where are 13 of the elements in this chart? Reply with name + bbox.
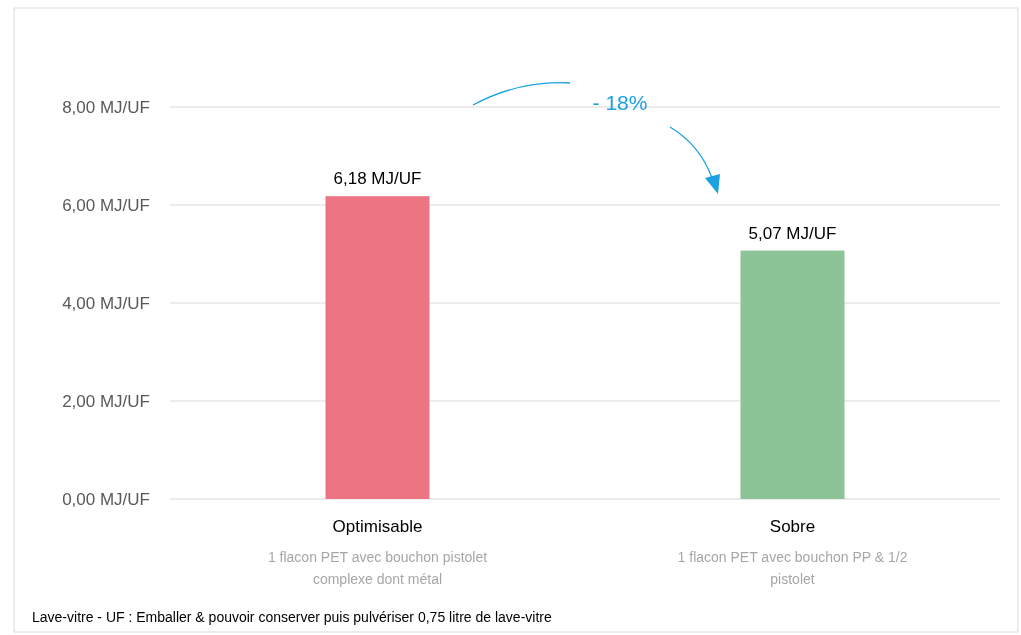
y-tick-label: 4,00 MJ/UF: [62, 293, 150, 313]
text: Lave-vitre - UF : Emballer & pouvoir conserver puis pulvériser 0,75 litre de lave-vitre: [32, 609, 552, 625]
y-tick-label: 2,00 MJ/UF: [62, 391, 150, 411]
x-tick-label: Optimisable: [332, 517, 423, 536]
y-tick-label: 0,00 MJ/UF: [62, 489, 150, 509]
y-tick-label: 8,00 MJ/UF: [62, 97, 150, 117]
x-tick-label: Sobre: [769, 517, 816, 536]
data-label: 6,18 MJ/UF: [333, 169, 422, 189]
y-tick-label: 6,00 MJ/UF: [62, 195, 150, 215]
data-label: 5,07 MJ/UF: [748, 223, 837, 243]
text: 1 flacon PET avec bouchon pistolet complexe dont métal: [267, 549, 488, 587]
text: 1 flacon PET avec bouchon PP & 1/2 pistolet: [677, 549, 908, 587]
annotation: - 18%: [592, 91, 648, 115]
